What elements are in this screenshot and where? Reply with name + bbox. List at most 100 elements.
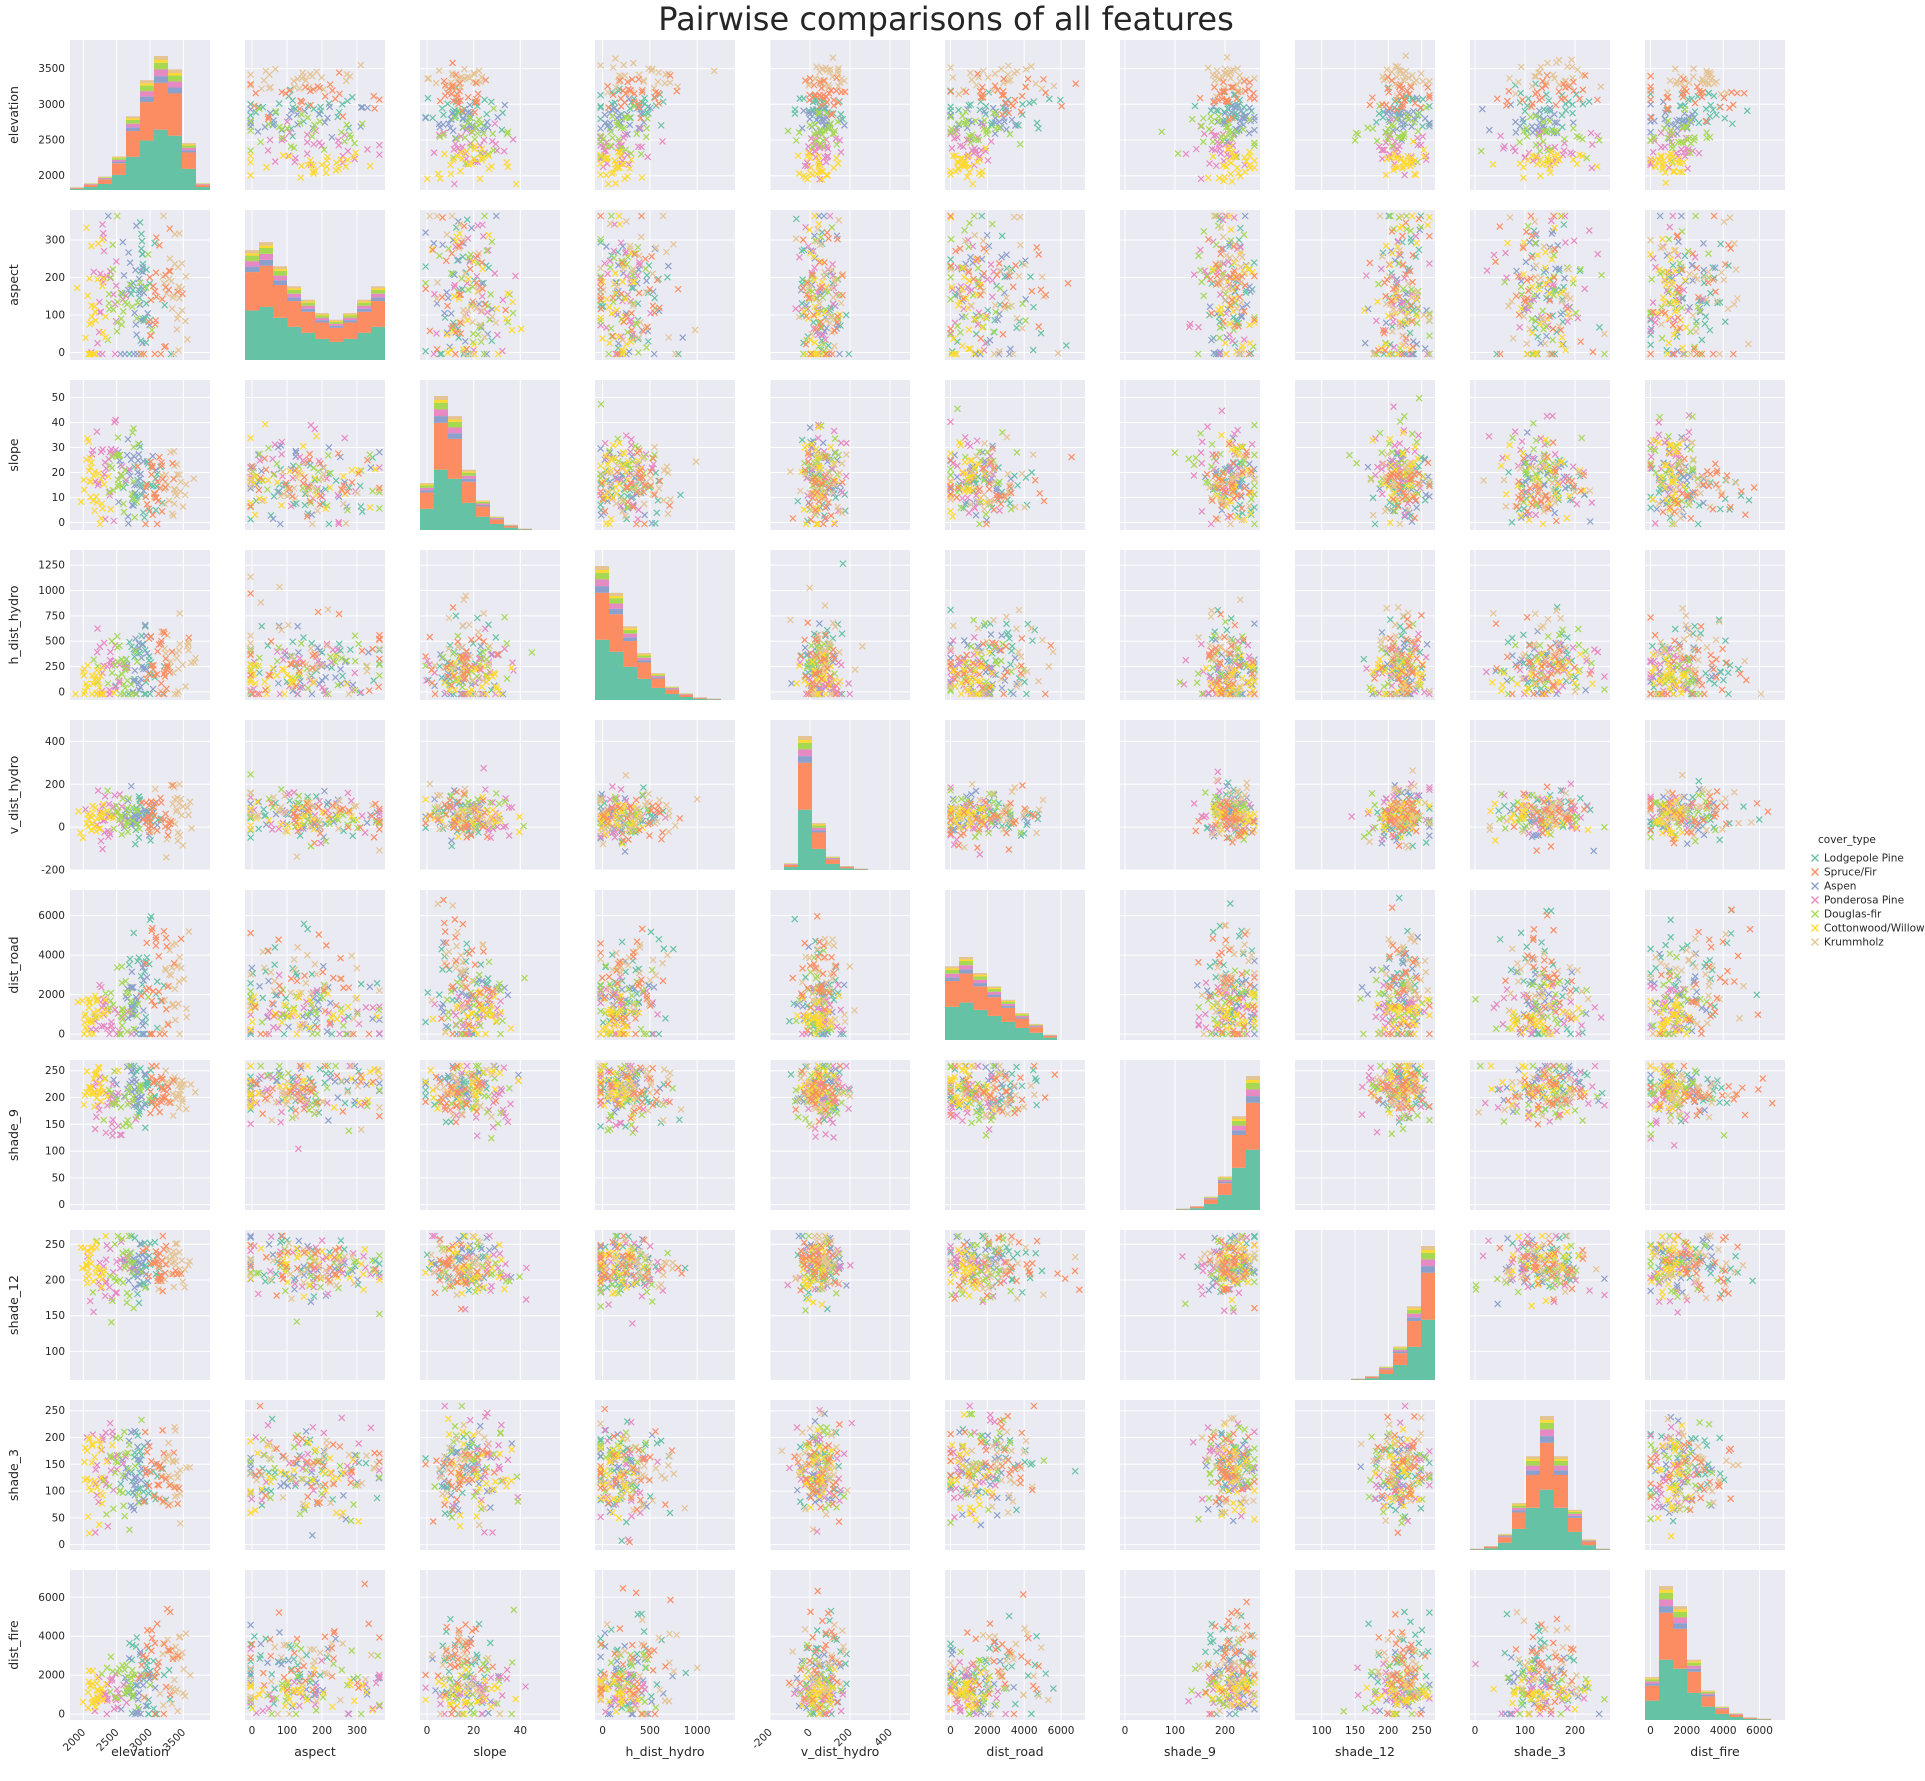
histogram-bar-ponderosa-pine [343, 317, 357, 321]
scatter-point-aspen [287, 107, 295, 115]
scatter-point-spruce-fir [282, 89, 290, 97]
histogram-bar-douglas-fir [343, 315, 357, 318]
histogram-bar-ponderosa-pine [182, 147, 196, 151]
histogram-bar-spruce-fir [315, 322, 329, 339]
scatter-point-douglas-fir [436, 133, 444, 141]
panel-elevation-vs-shade_9 [1120, 40, 1260, 190]
histogram-bar-spruce-fir [182, 152, 196, 169]
scatter-point-douglas-fir [490, 105, 498, 112]
scatter-point-cottonwood-willow [304, 161, 312, 169]
scatter-point-krummholz [313, 68, 321, 76]
scatter-point-douglas-fir [473, 129, 481, 137]
histogram-bar-douglas-fir [448, 421, 462, 428]
scatter-point-aspen [501, 101, 509, 109]
y-tick-label: 100 [45, 310, 65, 322]
scatter-point-douglas-fir [284, 124, 291, 132]
histogram-bar-ponderosa-pine [371, 293, 385, 298]
scatter-point-aspen [468, 122, 476, 130]
histogram-bar-douglas-fir [287, 289, 301, 294]
scatter-point-aspen [324, 114, 331, 122]
scatter-point-cottonwood-willow [323, 157, 331, 164]
panel-slope-vs-shade_9 [1120, 380, 1260, 530]
histogram-bar-krummholz [301, 299, 315, 302]
scatter-point-aspen [484, 124, 492, 131]
scatter-point-cottonwood-willow [440, 150, 448, 158]
histogram-bar-aspen [140, 96, 154, 103]
histogram-bar-lodgepole-pine [168, 135, 182, 190]
scatter-point-krummholz [247, 71, 255, 79]
scatter-point-lodgepole-pine [343, 97, 351, 105]
scatter-point-spruce-fir [609, 91, 617, 99]
scatter-point-aspen [446, 124, 454, 132]
scatter-point-douglas-fir [453, 135, 460, 143]
histogram-bar-krummholz [448, 416, 462, 420]
scatter-point-douglas-fir [278, 125, 286, 133]
histogram-bar-douglas-fir [112, 158, 126, 160]
panel-elevation-vs-aspect [245, 40, 385, 190]
scatter-point-lodgepole-pine [444, 100, 452, 108]
scatter-point-spruce-fir [624, 78, 632, 86]
histogram-bar-spruce-fir [245, 272, 259, 311]
panel-aspect-vs-shade_9 [1120, 210, 1260, 360]
histogram-bar-cottonwood-willow [126, 118, 140, 120]
scatter-point-ponderosa-pine [286, 129, 294, 136]
scatter-point-spruce-fir [441, 92, 449, 100]
scatter-point-lodgepole-pine [438, 104, 446, 112]
scatter-point-douglas-fir [615, 135, 623, 143]
histogram-bar-lodgepole-pine [448, 478, 462, 530]
scatter-point-ponderosa-pine [457, 132, 465, 140]
panel-slope-vs-v_dist_hydro [769, 380, 910, 530]
scatter-point-cottonwood-willow [247, 171, 255, 179]
histogram-bar-ponderosa-pine [140, 91, 154, 97]
panel-background [420, 210, 560, 360]
y-tick-label: 20 [52, 467, 65, 479]
scatter-point-douglas-fir [304, 114, 312, 121]
scatter-point-aspen [278, 126, 286, 134]
scatter-point-krummholz [609, 64, 617, 71]
scatter-point-aspen [451, 134, 459, 142]
scatter-point-ponderosa-pine [351, 155, 358, 163]
scatter-point-ponderosa-pine [334, 137, 342, 144]
scatter-point-cottonwood-willow [423, 175, 431, 183]
histogram-bar-lodgepole-pine [301, 332, 315, 360]
scatter-point-douglas-fir [247, 127, 255, 135]
scatter-point-spruce-fir [251, 102, 258, 110]
scatter-point-douglas-fir [351, 139, 359, 147]
histogram-bar-lodgepole-pine [196, 186, 210, 190]
scatter-point-douglas-fir [625, 114, 633, 122]
scatter-point-cottonwood-willow [311, 168, 319, 175]
histogram-bar-cottonwood-willow [434, 400, 448, 403]
scatter-point-cottonwood-willow [286, 152, 293, 160]
scatter-point-cottonwood-willow [306, 156, 314, 164]
scatter-point-ponderosa-pine [278, 136, 286, 144]
scatter-point-cottonwood-willow [344, 156, 351, 164]
scatter-point-krummholz [463, 73, 471, 81]
scatter-point-spruce-fir [456, 80, 464, 87]
scatter-point-spruce-fir [440, 77, 448, 85]
histogram-bar-aspen [462, 478, 476, 482]
histogram-bar-spruce-fir [504, 525, 518, 528]
scatter-point-douglas-fir [358, 120, 366, 128]
scatter-point-cottonwood-willow [436, 175, 444, 182]
histogram-bar-krummholz [329, 319, 343, 322]
panel-elevation-vs-h_dist_hydro [595, 40, 735, 190]
scatter-point-spruce-fir [449, 59, 456, 67]
histogram-bar-cottonwood-willow [140, 83, 154, 86]
histogram-bar-aspen [490, 518, 504, 520]
scatter-point-cottonwood-willow [350, 153, 358, 161]
histogram-bar-krummholz [420, 483, 434, 485]
scatter-point-cottonwood-willow [485, 152, 493, 160]
histogram-bar-cottonwood-willow [287, 288, 301, 290]
scatter-point-spruce-fir [651, 94, 659, 102]
scatter-point-douglas-fir [337, 128, 345, 136]
histogram-bar-krummholz [287, 286, 301, 289]
scatter-point-ponderosa-pine [602, 139, 610, 147]
scatter-point-lodgepole-pine [597, 104, 605, 112]
scatter-point-krummholz [320, 85, 328, 93]
scatter-point-aspen [494, 113, 502, 121]
histogram-bar-douglas-fir [273, 270, 287, 276]
panel-elevation-vs-v_dist_hydro [769, 40, 910, 190]
scatter-point-douglas-fir [461, 134, 469, 142]
